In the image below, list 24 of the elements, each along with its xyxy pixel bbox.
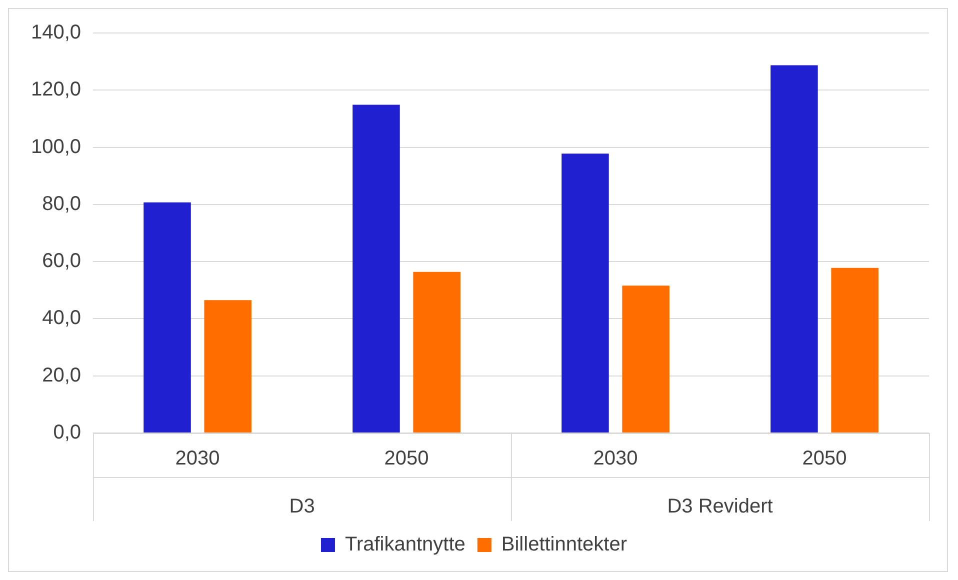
- bar: [770, 65, 818, 432]
- text: D3: [289, 496, 315, 518]
- text: D3 Revidert: [667, 496, 774, 518]
- y-tick-label: 0,0: [53, 422, 82, 444]
- y-tick-label: 120,0: [30, 78, 82, 101]
- bar: [204, 300, 252, 432]
- bar: [144, 202, 191, 432]
- x-tick-label: 2050: [384, 448, 429, 470]
- legend-label: Trafikantnytte: [344, 534, 466, 556]
- y-tick-label: 20,0: [42, 364, 82, 386]
- bar: [562, 154, 609, 432]
- bar: [413, 272, 460, 432]
- x-tick-label: 2050: [802, 448, 847, 470]
- y-tick-label: 40,0: [42, 307, 82, 330]
- y-tick-label: 100,0: [30, 136, 82, 158]
- bar: [622, 286, 670, 432]
- bar: [831, 268, 878, 432]
- x-tick-label: 2030: [175, 448, 220, 470]
- x-tick-label: 2030: [593, 448, 638, 470]
- y-tick-label: 140,0: [30, 22, 82, 44]
- bar: [352, 104, 400, 432]
- y-tick-label: 80,0: [42, 192, 82, 215]
- y-tick-label: 60,0: [42, 250, 82, 272]
- legend-label: Billettinntekter: [501, 534, 628, 556]
